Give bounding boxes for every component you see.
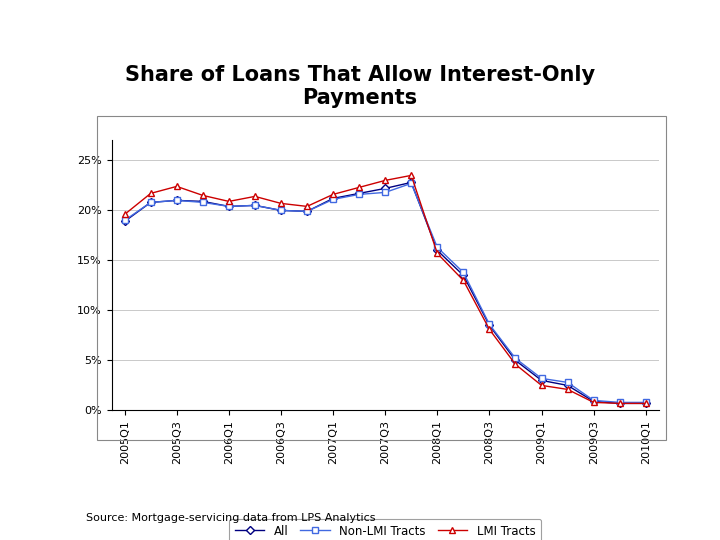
LMI Tracts bbox=[276, 200, 285, 207]
Non-LMI Tracts bbox=[590, 397, 598, 403]
Non-LMI Tracts bbox=[642, 399, 650, 406]
All bbox=[537, 377, 546, 383]
All bbox=[563, 382, 572, 389]
LMI Tracts bbox=[146, 190, 155, 197]
Non-LMI Tracts bbox=[199, 199, 207, 206]
LMI Tracts bbox=[616, 400, 624, 407]
LMI Tracts bbox=[302, 203, 311, 210]
All bbox=[590, 398, 598, 404]
Non-LMI Tracts bbox=[146, 199, 155, 206]
LMI Tracts bbox=[120, 211, 129, 218]
Non-LMI Tracts bbox=[407, 180, 415, 187]
Line: Non-LMI Tracts: Non-LMI Tracts bbox=[122, 180, 649, 405]
Non-LMI Tracts bbox=[329, 196, 338, 202]
Non-LMI Tracts bbox=[563, 379, 572, 386]
Non-LMI Tracts bbox=[616, 399, 624, 406]
Non-LMI Tracts bbox=[355, 191, 364, 198]
Non-LMI Tracts bbox=[120, 217, 129, 224]
Non-LMI Tracts bbox=[511, 355, 520, 362]
All bbox=[381, 185, 390, 192]
LMI Tracts bbox=[251, 193, 259, 200]
LMI Tracts bbox=[172, 183, 181, 190]
All bbox=[225, 203, 233, 210]
LMI Tracts bbox=[485, 326, 494, 333]
LMI Tracts bbox=[511, 361, 520, 368]
Non-LMI Tracts bbox=[485, 321, 494, 328]
LMI Tracts bbox=[459, 277, 468, 284]
All bbox=[251, 202, 259, 208]
All bbox=[355, 190, 364, 197]
All bbox=[511, 357, 520, 363]
All bbox=[302, 208, 311, 214]
All bbox=[433, 247, 441, 254]
Text: Share of Loans That Allow Interest-Only
Payments: Share of Loans That Allow Interest-Only … bbox=[125, 65, 595, 108]
LMI Tracts bbox=[355, 184, 364, 191]
LMI Tracts bbox=[563, 386, 572, 393]
Non-LMI Tracts bbox=[381, 189, 390, 195]
LMI Tracts bbox=[642, 400, 650, 407]
Non-LMI Tracts bbox=[302, 208, 311, 214]
All bbox=[120, 218, 129, 225]
LMI Tracts bbox=[433, 250, 441, 256]
LMI Tracts bbox=[199, 192, 207, 199]
Non-LMI Tracts bbox=[172, 197, 181, 204]
Non-LMI Tracts bbox=[433, 244, 441, 251]
LMI Tracts bbox=[329, 191, 338, 198]
All bbox=[276, 207, 285, 214]
All bbox=[485, 322, 494, 329]
LMI Tracts bbox=[590, 399, 598, 406]
All bbox=[459, 272, 468, 279]
All bbox=[642, 400, 650, 407]
LMI Tracts bbox=[537, 382, 546, 389]
Non-LMI Tracts bbox=[225, 203, 233, 210]
Line: LMI Tracts: LMI Tracts bbox=[121, 172, 649, 407]
Text: Source: Mortgage-servicing data from LPS Analytics: Source: Mortgage-servicing data from LPS… bbox=[86, 513, 376, 523]
Non-LMI Tracts bbox=[537, 375, 546, 382]
LMI Tracts bbox=[407, 172, 415, 179]
All bbox=[199, 198, 207, 205]
All bbox=[407, 179, 415, 186]
Non-LMI Tracts bbox=[251, 202, 259, 208]
All bbox=[616, 400, 624, 407]
LMI Tracts bbox=[381, 177, 390, 184]
Non-LMI Tracts bbox=[276, 207, 285, 214]
All bbox=[172, 197, 181, 204]
LMI Tracts bbox=[225, 198, 233, 205]
All bbox=[146, 199, 155, 206]
All bbox=[329, 195, 338, 201]
Line: All: All bbox=[122, 180, 649, 406]
Legend: All, Non-LMI Tracts, LMI Tracts: All, Non-LMI Tracts, LMI Tracts bbox=[229, 519, 541, 540]
Non-LMI Tracts bbox=[459, 269, 468, 275]
